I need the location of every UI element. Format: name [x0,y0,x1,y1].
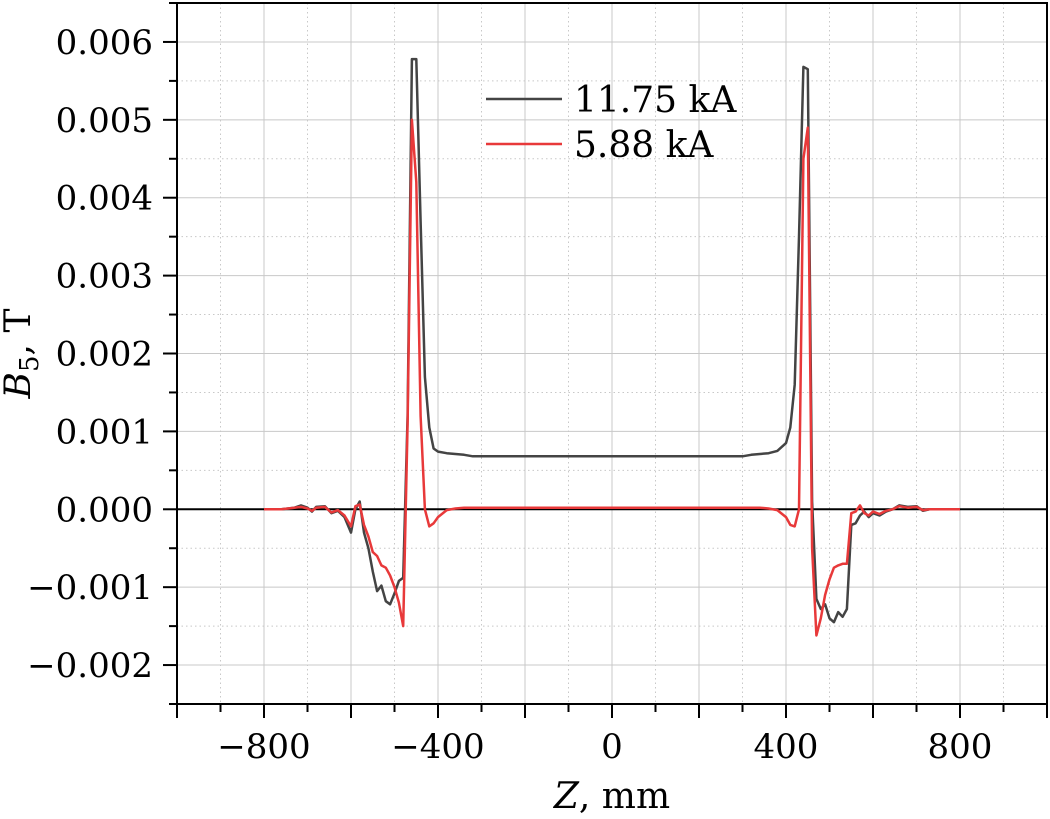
series-line-5-88-ka [264,118,960,637]
x-tick-label: 0 [601,727,623,767]
ticks [163,2,1048,718]
x-axis-label: Z, mm [553,776,670,817]
x-tick-labels: −800 −400 0 400 800 [217,727,992,767]
y-tick-label: 0.006 [56,23,153,63]
x-axis-label-unit: , mm [579,776,670,817]
y-tick-label: 0.000 [56,490,153,530]
x-tick-label: 400 [754,727,819,767]
series-group [264,57,960,637]
x-tick-label: −800 [217,727,310,767]
y-tick-label: 0.001 [56,412,153,452]
x-tick-label: −400 [391,727,484,767]
legend-label-5-88-ka: 5.88 kA [574,125,714,166]
y-tick-label: −0.001 [27,568,153,608]
x-axis-label-var: Z [553,776,580,817]
y-axis-label-rest: , T [0,309,39,356]
legend: 11.75 kA 5.88 kA [486,80,737,166]
y-axis-label-sub: 5 [15,355,45,372]
y-tick-label: 0.002 [56,335,153,375]
y-tick-labels: −0.002 −0.001 0.000 0.001 0.002 0.003 0.004 0.0… [27,23,153,686]
legend-label-11-75-ka: 11.75 kA [574,80,737,121]
y-tick-label: 0.004 [56,179,153,219]
y-axis-label-main: B [0,372,39,399]
y-tick-label: 0.003 [56,257,153,297]
y-axis-label: B5, T [0,309,45,400]
y-tick-label: 0.005 [56,101,153,141]
x-tick-label: 800 [928,727,993,767]
y-tick-label: −0.002 [27,646,153,686]
